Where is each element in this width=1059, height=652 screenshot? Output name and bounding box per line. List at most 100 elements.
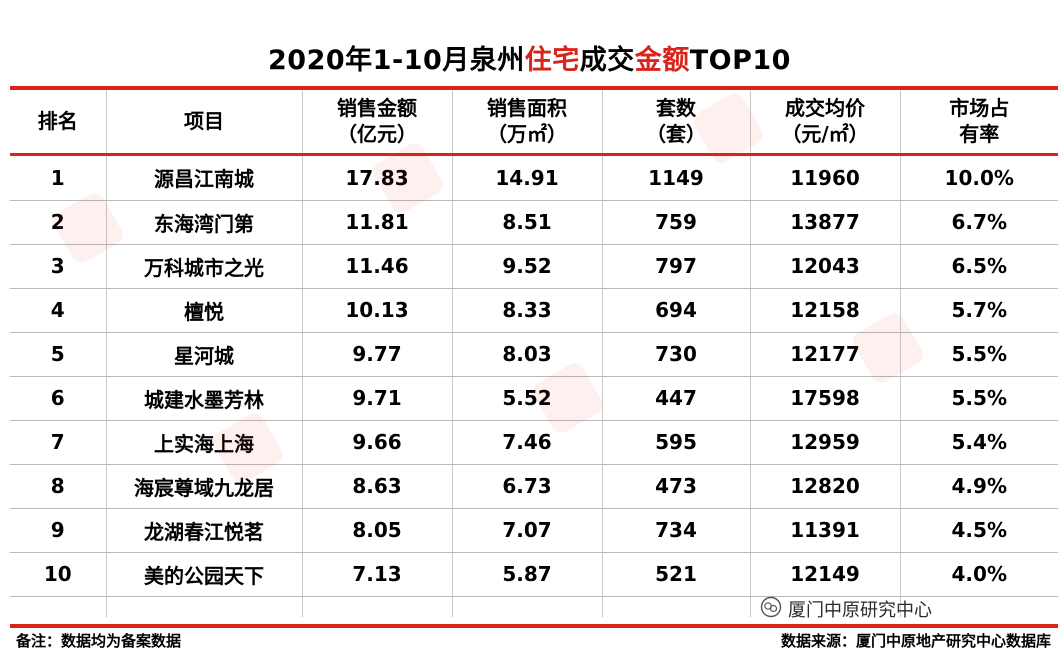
header-price: 成交均价 （元/㎡） [750,90,901,156]
cell-units: 759 [602,200,751,245]
cell-rank: 10 [10,552,107,597]
cell-project: 龙湖春江悦茗 [106,508,303,553]
footer-note: 备注：数据均为备案数据 [16,632,182,650]
cell-units: 521 [602,552,751,597]
table-spacer-row [10,596,1058,617]
cell-price: 11391 [750,508,901,553]
cell-project: 源昌江南城 [106,154,303,201]
cell-project: 城建水墨芳林 [106,376,303,421]
cell-price: 12043 [750,244,901,289]
cell-share: 5.7% [900,288,1058,333]
cell-project: 万科城市之光 [106,244,303,289]
header-project: 项目 [106,90,303,156]
table-row: 1 源昌江南城 17.83 14.91 1149 11960 10.0% [10,154,1058,201]
table-row: 8 海宸尊域九龙居 8.63 6.73 473 12820 4.9% [10,464,1058,509]
cell-project: 东海湾门第 [106,200,303,245]
cell-project: 檀悦 [106,288,303,333]
cell-rank: 2 [10,200,107,245]
cell-area: 9.52 [452,244,603,289]
cell-price: 13877 [750,200,901,245]
table-row: 4 檀悦 10.13 8.33 694 12158 5.7% [10,288,1058,333]
cell-area: 8.33 [452,288,603,333]
ranking-table: 排名 项目 销售金额 （亿元） 销售面积 （万㎡） 套数 （套） 成交均价 （元/㎡） … [10,90,1058,617]
cell-rank: 9 [10,508,107,553]
cell-share: 6.7% [900,200,1058,245]
header-rank: 排名 [10,90,107,156]
top-divider [10,86,1058,90]
cell-price: 12177 [750,332,901,377]
cell-rank: 7 [10,420,107,465]
cell-price: 11960 [750,154,901,201]
cell-amount: 9.66 [302,420,453,465]
cell-share: 5.4% [900,420,1058,465]
title-part-4: 金额 [634,45,690,76]
cell-amount: 7.13 [302,552,453,597]
cell-area: 7.46 [452,420,603,465]
table-row: 7 上实海上海 9.66 7.46 595 12959 5.4% [10,420,1058,465]
cell-area: 14.91 [452,154,603,201]
cell-amount: 8.63 [302,464,453,509]
cell-amount: 9.77 [302,332,453,377]
cell-units: 730 [602,332,751,377]
cell-share: 5.5% [900,332,1058,377]
cell-area: 8.51 [452,200,603,245]
cell-project: 上实海上海 [106,420,303,465]
cell-share: 4.9% [900,464,1058,509]
cell-amount: 11.81 [302,200,453,245]
cell-price: 12820 [750,464,901,509]
cell-units: 694 [602,288,751,333]
header-row: 排名 项目 销售金额 （亿元） 销售面积 （万㎡） 套数 （套） 成交均价 （元/㎡） … [10,90,1058,156]
cell-share: 4.0% [900,552,1058,597]
cell-amount: 8.05 [302,508,453,553]
title-part-2: 住宅 [524,45,580,76]
title-part-5: TOP10 [689,45,791,76]
table-row: 5 星河城 9.77 8.03 730 12177 5.5% [10,332,1058,377]
cell-rank: 8 [10,464,107,509]
cell-price: 12959 [750,420,901,465]
cell-rank: 5 [10,332,107,377]
table-row: 3 万科城市之光 11.46 9.52 797 12043 6.5% [10,244,1058,289]
cell-project: 星河城 [106,332,303,377]
cell-units: 473 [602,464,751,509]
cell-rank: 6 [10,376,107,421]
cell-units: 797 [602,244,751,289]
bottom-divider [10,624,1058,628]
cell-price: 17598 [750,376,901,421]
cell-price: 12158 [750,288,901,333]
cell-share: 6.5% [900,244,1058,289]
title-part-3: 成交 [579,45,635,76]
table-row: 9 龙湖春江悦茗 8.05 7.07 734 11391 4.5% [10,508,1058,553]
cell-amount: 17.83 [302,154,453,201]
cell-units: 734 [602,508,751,553]
cell-area: 7.07 [452,508,603,553]
header-amount: 销售金额 （亿元） [302,90,453,156]
cell-rank: 3 [10,244,107,289]
cell-area: 5.87 [452,552,603,597]
table-row: 2 东海湾门第 11.81 8.51 759 13877 6.7% [10,200,1058,245]
cell-units: 447 [602,376,751,421]
cell-amount: 11.46 [302,244,453,289]
wechat-account-mark: 厦门中原研究中心 [788,600,932,621]
cell-area: 8.03 [452,332,603,377]
cell-project: 海宸尊域九龙居 [106,464,303,509]
cell-amount: 10.13 [302,288,453,333]
cell-units: 1149 [602,154,751,201]
cell-share: 4.5% [900,508,1058,553]
header-share: 市场占 有率 [900,90,1058,156]
cell-amount: 9.71 [302,376,453,421]
table-row: 6 城建水墨芳林 9.71 5.52 447 17598 5.5% [10,376,1058,421]
cell-share: 10.0% [900,154,1058,201]
cell-rank: 4 [10,288,107,333]
wechat-icon [760,596,782,618]
footer-source: 数据来源：厦门中原地产研究中心数据库 [780,632,1051,650]
title-part-1: 2020年1-10月泉州 [268,45,525,76]
cell-share: 5.5% [900,376,1058,421]
cell-price: 12149 [750,552,901,597]
header-area: 销售面积 （万㎡） [452,90,603,156]
cell-area: 6.73 [452,464,603,509]
cell-rank: 1 [10,154,107,201]
page-title: 2020年1-10月泉州住宅成交金额TOP10 [0,38,1059,77]
cell-units: 595 [602,420,751,465]
header-units: 套数 （套） [602,90,751,156]
